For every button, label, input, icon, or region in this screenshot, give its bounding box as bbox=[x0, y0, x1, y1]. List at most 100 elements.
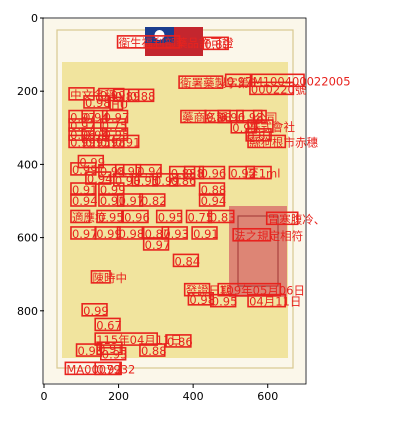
ocr-label: 0.95 bbox=[158, 210, 184, 224]
ocr-label: 0.98 bbox=[100, 135, 126, 149]
ocr-box bbox=[122, 209, 149, 224]
ocr-label: 0.96 bbox=[70, 128, 96, 142]
ocr-label: 0.97 bbox=[72, 227, 98, 241]
ocr-label: 0.89 bbox=[204, 37, 230, 51]
ocr-box bbox=[116, 193, 144, 207]
ocr-box bbox=[232, 227, 272, 242]
ocr-label: 0.92 bbox=[117, 165, 143, 179]
ocr-box bbox=[99, 346, 127, 361]
ocr-box bbox=[116, 35, 181, 49]
ocr-box bbox=[98, 182, 125, 196]
ocr-box bbox=[236, 109, 263, 124]
ocr-box bbox=[247, 293, 287, 308]
ocr-box bbox=[265, 211, 299, 226]
ocr-label: 0.83 bbox=[210, 210, 236, 224]
ocr-label: 藥商名稱 bbox=[182, 111, 228, 125]
ocr-label: 至1ml bbox=[247, 167, 280, 181]
ocr-box bbox=[98, 193, 125, 207]
ocr-label: 0.88 bbox=[171, 167, 197, 181]
ocr-label: 0.98 bbox=[238, 111, 264, 125]
ocr-box bbox=[245, 165, 272, 180]
ocr-label: 0.97 bbox=[227, 74, 253, 88]
ocr-box bbox=[114, 163, 142, 178]
ocr-label: 0.86 bbox=[171, 174, 197, 188]
ocr-box bbox=[113, 134, 140, 149]
ocr-box bbox=[99, 118, 127, 132]
ocr-box bbox=[70, 162, 97, 176]
ocr-box bbox=[142, 226, 170, 240]
ocr-label: 115年04月11日 bbox=[96, 333, 182, 347]
ocr-box bbox=[191, 226, 218, 240]
ocr-label: 0.93 bbox=[102, 348, 128, 362]
ocr-box bbox=[247, 134, 287, 149]
ocr-label: 陳時中 bbox=[92, 271, 127, 285]
ocr-box bbox=[155, 209, 183, 224]
x-tick-label: 600 bbox=[257, 390, 278, 403]
ocr-box bbox=[168, 165, 196, 180]
ocr-label: 0.99 bbox=[70, 135, 96, 149]
ocr-label: 法之規定相符 bbox=[234, 229, 303, 243]
ocr-boxes bbox=[64, 35, 305, 376]
ocr-label: 0.88 bbox=[201, 183, 227, 197]
ocr-label: 0.97 bbox=[70, 119, 96, 133]
ocr-label: 0.95 bbox=[98, 210, 124, 224]
ocr-label: 0.98 bbox=[115, 174, 141, 188]
ocr-label: 0.91 bbox=[98, 342, 124, 356]
ocr-box bbox=[209, 293, 237, 308]
ocr-label: 0.93 bbox=[163, 227, 189, 241]
ocr-box bbox=[70, 209, 91, 224]
ocr-label: 0.81 bbox=[247, 129, 273, 143]
ocr-label: 0.99 bbox=[72, 163, 98, 177]
ocr-box bbox=[109, 96, 124, 111]
ocr-label: 0.88 bbox=[141, 344, 167, 358]
ocr-box bbox=[96, 209, 123, 224]
ocr-box bbox=[247, 119, 274, 133]
ocr-label: 04月11日 bbox=[249, 295, 301, 309]
ocr-label: 0.99 bbox=[83, 304, 109, 318]
y-tick-label: 600 bbox=[17, 232, 38, 245]
y-tick-label: 0 bbox=[31, 12, 38, 25]
flag-icon bbox=[145, 27, 203, 56]
ocr-box bbox=[98, 87, 125, 102]
ocr-label: 0.84 bbox=[175, 254, 201, 268]
ocr-box bbox=[68, 134, 95, 149]
ocr-label: 0.67 bbox=[96, 318, 122, 332]
ocr-box bbox=[139, 193, 166, 207]
ocr-label: 中文名稱 bbox=[70, 88, 116, 102]
ocr-box bbox=[168, 173, 196, 187]
ocr-label: 0.96 bbox=[201, 167, 227, 181]
ocr-box bbox=[70, 182, 97, 196]
y-tick-label: 200 bbox=[17, 85, 38, 98]
ocr-label: 株式會社 bbox=[249, 120, 295, 134]
ocr-label: 0.95 bbox=[85, 135, 111, 149]
ocr-box bbox=[83, 134, 110, 149]
ocr-box bbox=[152, 173, 179, 187]
ocr-box bbox=[101, 109, 129, 124]
ocr-label: 0.97 bbox=[104, 111, 130, 125]
ocr-box bbox=[70, 193, 97, 207]
ocr-label: 0.98 bbox=[100, 165, 126, 179]
ocr-box bbox=[161, 226, 188, 240]
ocr-label: 0.99 bbox=[100, 183, 126, 197]
ocr-box bbox=[94, 226, 121, 240]
ocr-box bbox=[94, 317, 121, 332]
ocr-box bbox=[113, 173, 140, 187]
ocr-box bbox=[208, 209, 235, 224]
ocr-label: 適應症 bbox=[72, 210, 107, 224]
ocr-label: 0.95 bbox=[133, 174, 159, 188]
x-tick-label: 400 bbox=[183, 390, 204, 403]
ocr-box bbox=[94, 361, 121, 376]
ocr-box bbox=[68, 87, 95, 101]
x-tick-label: 200 bbox=[108, 390, 129, 403]
ocr-box bbox=[98, 134, 125, 149]
ocr-label: 0.99 bbox=[154, 174, 180, 188]
y-tick-label: 800 bbox=[17, 305, 38, 318]
ocr-label: M100400022005 bbox=[253, 74, 351, 88]
ocr-label: 0.95 bbox=[104, 128, 130, 142]
ocr-box bbox=[113, 88, 140, 103]
ocr-label: 000220號 bbox=[251, 82, 307, 96]
ocr-label: 0.98 bbox=[119, 227, 145, 241]
ocr-label: 衛署藥製字第0 bbox=[180, 76, 256, 90]
ocr-box bbox=[217, 282, 282, 297]
